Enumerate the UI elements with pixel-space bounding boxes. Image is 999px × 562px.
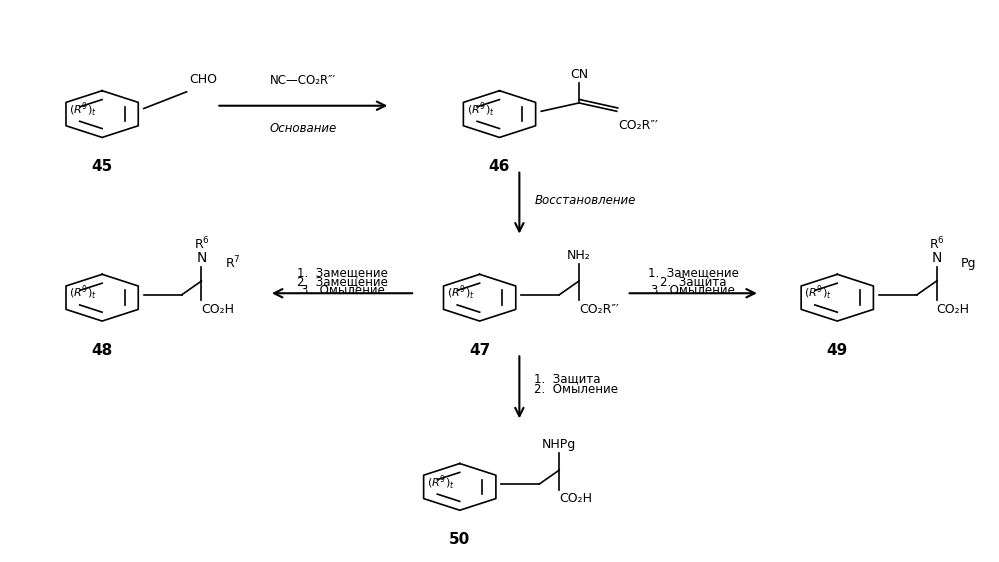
Text: $(R^9)_t$: $(R^9)_t$ (69, 284, 97, 302)
Text: 1.  Защита: 1. Защита (534, 372, 600, 385)
Text: R$^6$: R$^6$ (929, 235, 944, 252)
Text: 50: 50 (450, 532, 471, 547)
Text: Pg: Pg (960, 257, 976, 270)
Text: $(R^9)_t$: $(R^9)_t$ (69, 101, 97, 119)
Text: 1.  Замещение: 1. Замещение (647, 266, 738, 279)
Text: $(R^9)_t$: $(R^9)_t$ (427, 473, 455, 492)
Text: CO₂H: CO₂H (202, 303, 235, 316)
Text: $(R^9)_t$: $(R^9)_t$ (447, 284, 475, 302)
Text: CO₂H: CO₂H (559, 492, 592, 505)
Text: CO₂R″′: CO₂R″′ (618, 119, 658, 132)
Text: NHPg: NHPg (542, 438, 576, 451)
Text: NC—CO₂R″′: NC—CO₂R″′ (270, 74, 336, 87)
Text: N: N (931, 251, 942, 265)
Text: R$^6$: R$^6$ (194, 235, 210, 252)
Text: R$^7$: R$^7$ (226, 255, 241, 271)
Text: Основание: Основание (269, 123, 337, 135)
Text: CN: CN (569, 67, 588, 81)
Text: 46: 46 (489, 160, 510, 174)
Text: N: N (196, 251, 207, 265)
Text: 49: 49 (826, 343, 848, 358)
Text: 2.  Защита: 2. Защита (660, 275, 726, 288)
Text: CO₂H: CO₂H (937, 303, 970, 316)
Text: 45: 45 (92, 160, 113, 174)
Text: 47: 47 (469, 343, 491, 358)
Text: $(R^9)_t$: $(R^9)_t$ (804, 284, 832, 302)
Text: 3.  Омыление: 3. Омыление (651, 284, 735, 297)
Text: 48: 48 (92, 343, 113, 358)
Text: 1.  Замещение: 1. Замещение (297, 266, 388, 279)
Text: 2.  Омыление: 2. Омыление (534, 383, 618, 396)
Text: Восстановление: Восстановление (534, 194, 635, 207)
Text: 2.  Замещение: 2. Замещение (297, 275, 388, 288)
Text: CHO: CHO (190, 73, 218, 86)
Text: CO₂R″′: CO₂R″′ (579, 303, 618, 316)
Text: 3.  Омыление: 3. Омыление (301, 284, 385, 297)
Text: $(R^9)_t$: $(R^9)_t$ (467, 101, 495, 119)
Text: NH₂: NH₂ (567, 248, 590, 261)
